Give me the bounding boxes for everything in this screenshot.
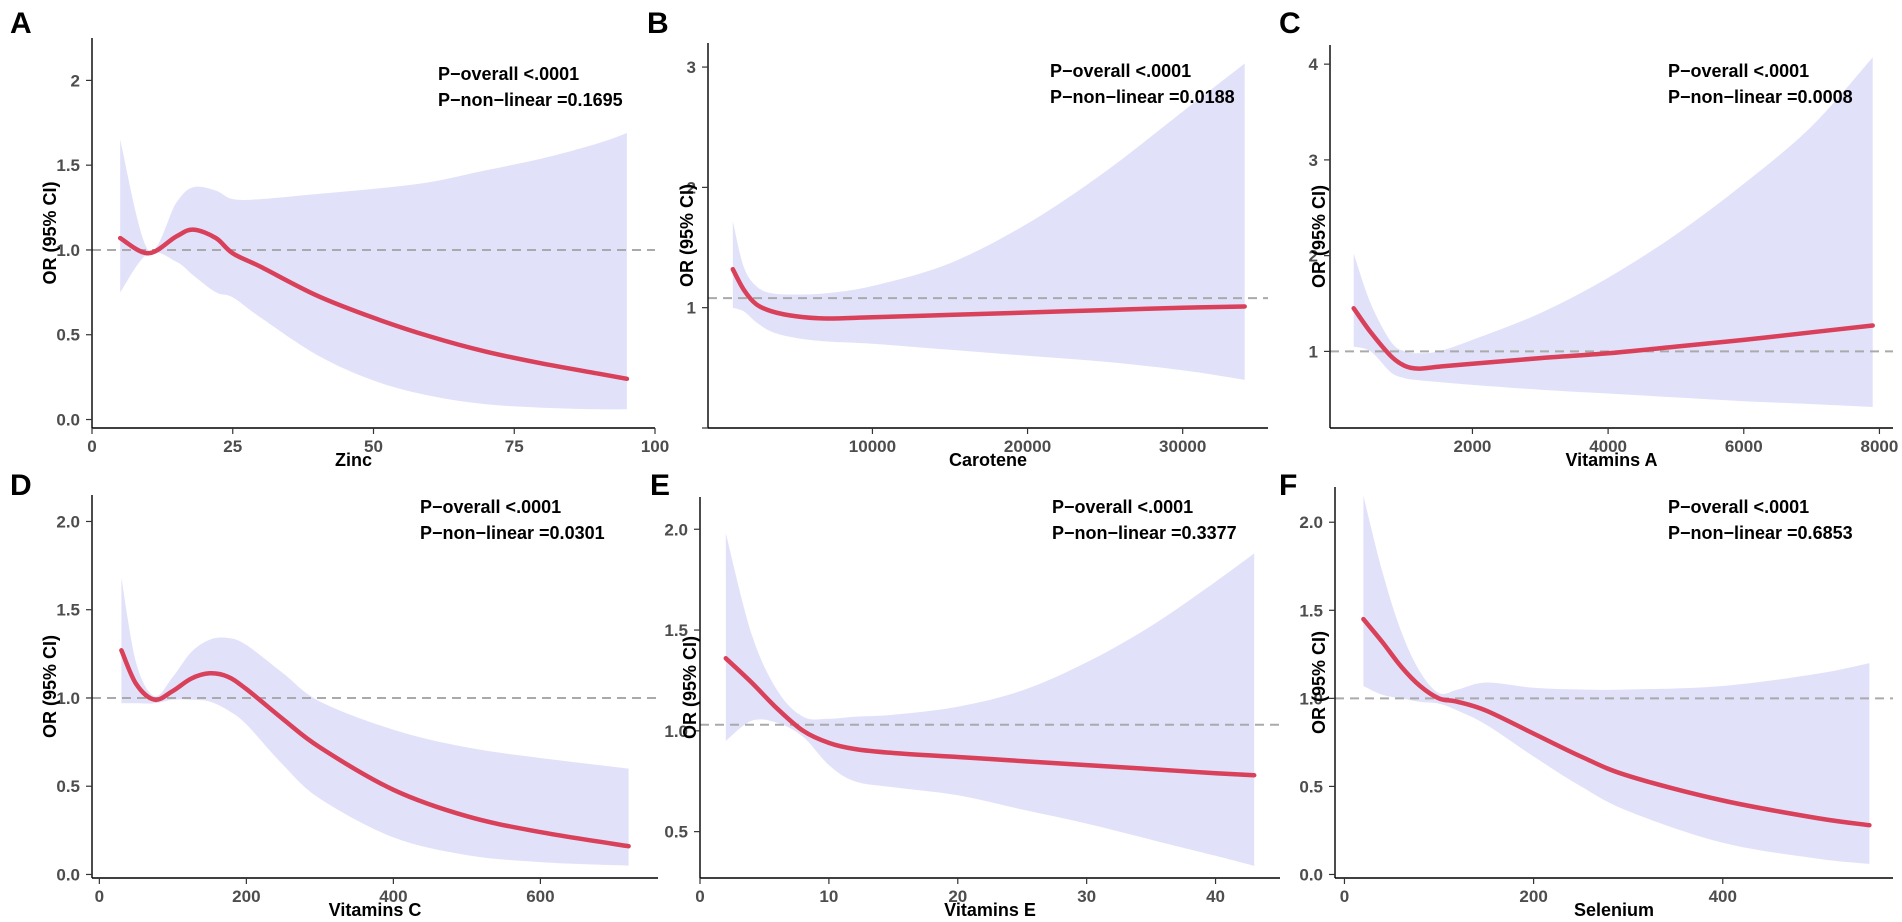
p-overall-annotation: P−overall <.0001 [1052, 497, 1193, 517]
p-nonlinear-annotation: P−non−linear =0.0301 [420, 523, 605, 543]
y-axis-title: OR (95% CI) [677, 184, 697, 287]
y-tick-label: 1.0 [56, 241, 80, 260]
x-axis-title: Zinc [335, 450, 372, 470]
panel-letter: F [1279, 469, 1297, 502]
y-tick-label: 0.5 [56, 777, 80, 796]
y-tick-label: 0.0 [56, 411, 80, 430]
y-tick-label: 2 [687, 178, 696, 197]
or-estimate-line [730, 266, 1247, 321]
panel-letter: A [10, 7, 32, 40]
confidence-band [732, 63, 1245, 380]
p-nonlinear-annotation: P−non−linear =0.6853 [1668, 523, 1853, 543]
panel-letter: D [10, 469, 32, 502]
y-tick-label: 0.0 [56, 865, 80, 884]
x-tick-label: 10000 [849, 437, 896, 456]
y-axis-title: OR (95% CI) [40, 635, 60, 738]
x-tick-label: 30000 [1159, 437, 1206, 456]
confidence-band [120, 133, 627, 410]
y-tick-label: 3 [1309, 151, 1318, 170]
y-tick-label: 0.5 [56, 326, 80, 345]
y-tick-label: 2.0 [1299, 513, 1323, 532]
x-tick-label: 100 [641, 437, 669, 456]
p-overall-annotation: P−overall <.0001 [1050, 61, 1191, 81]
panel-b: B 10000 20000 30000 1 2 3 Carotene OR (95% CI) P−… [647, 7, 1268, 470]
x-tick-label: 20 [948, 887, 967, 906]
panel-d: D 0 200 400 600 0.0 0.5 1.0 1.5 2.0 Vitamins C OR (… [10, 469, 658, 920]
p-nonlinear-annotation: P−non−linear =0.3377 [1052, 523, 1237, 543]
confidence-band [121, 578, 629, 866]
x-axis-title: Vitamins A [1565, 450, 1657, 470]
or-estimate-line [119, 648, 631, 849]
panel-a: A 0 25 50 75 100 0.0 0.5 1.0 1.5 2 Zinc OR (95% CI) P… [10, 7, 669, 470]
x-tick-label: 200 [232, 887, 260, 906]
y-tick-label: 0.5 [1299, 777, 1323, 796]
x-axis-title: Vitamins E [944, 900, 1036, 920]
p-overall-annotation: P−overall <.0001 [420, 497, 561, 517]
x-tick-label: 2000 [1454, 437, 1492, 456]
y-tick-label: 3 [687, 58, 696, 77]
x-tick-label: 6000 [1725, 437, 1763, 456]
p-nonlinear-annotation: P−non−linear =0.0188 [1050, 87, 1235, 107]
p-overall-annotation: P−overall <.0001 [1668, 61, 1809, 81]
x-tick-label: 30 [1077, 887, 1096, 906]
x-tick-label: 0 [87, 437, 96, 456]
y-tick-label: 1.5 [56, 601, 80, 620]
y-axis-title: OR (95% CI) [1309, 185, 1329, 288]
or-estimate-line [1351, 306, 1875, 371]
p-overall-annotation: P−overall <.0001 [1668, 497, 1809, 517]
y-tick-label: 1.0 [664, 722, 688, 741]
p-nonlinear-annotation: P−non−linear =0.0008 [1668, 87, 1853, 107]
y-tick-label: 1.5 [1299, 601, 1323, 620]
x-tick-label: 10 [819, 887, 838, 906]
panel-f: F 0 200 400 0.0 0.5 1.0 1.5 2.0 Selenium OR (95% C… [1279, 469, 1893, 920]
x-tick-label: 25 [223, 437, 242, 456]
x-tick-label: 50 [364, 437, 383, 456]
confidence-band [725, 533, 1255, 866]
or-estimate-line [117, 227, 630, 382]
y-axis-title: OR (95% CI) [680, 636, 700, 739]
x-tick-label: 0 [95, 887, 104, 906]
y-tick-label: 1.0 [56, 689, 80, 708]
y-tick-label: 2 [1309, 247, 1318, 266]
x-tick-label: 0 [695, 887, 704, 906]
confidence-band [1363, 495, 1870, 864]
y-tick-label: 0.5 [664, 823, 688, 842]
y-tick-label: 0.0 [1299, 865, 1323, 884]
y-axis-title: OR (95% CI) [1309, 631, 1329, 734]
y-tick-label: 2.0 [664, 520, 688, 539]
x-tick-label: 75 [505, 437, 524, 456]
y-tick-label: 4 [1309, 55, 1319, 74]
y-tick-label: 1.5 [56, 156, 80, 175]
x-axis-title: Vitamins C [329, 900, 422, 920]
y-tick-label: 1 [1309, 342, 1318, 361]
confidence-band [1353, 57, 1873, 407]
x-tick-label: 8000 [1861, 437, 1899, 456]
y-tick-label: 2 [71, 71, 80, 90]
x-tick-label: 0 [1340, 887, 1349, 906]
y-tick-label: 1.5 [664, 621, 688, 640]
or-estimate-line [723, 656, 1257, 778]
x-tick-label: 400 [1709, 887, 1737, 906]
panel-c: C 2000 4000 6000 8000 1 2 3 4 Vitamins A OR (95% C… [1279, 7, 1898, 470]
panel-letter: B [647, 7, 669, 40]
panel-letter: E [650, 469, 670, 502]
p-nonlinear-annotation: P−non−linear =0.1695 [438, 90, 623, 110]
x-axis-title: Carotene [949, 450, 1027, 470]
y-axis-title: OR (95% CI) [40, 181, 60, 284]
p-overall-annotation: P−overall <.0001 [438, 64, 579, 84]
y-tick-label: 1.0 [1299, 689, 1323, 708]
panel-e: E 0 10 20 30 40 0.5 1.0 1.5 2.0 Vitamins E OR (95% … [650, 469, 1280, 920]
y-tick-label: 2.0 [56, 512, 80, 531]
x-axis-title: Selenium [1574, 900, 1654, 920]
x-tick-label: 20000 [1004, 437, 1051, 456]
x-tick-label: 200 [1519, 887, 1547, 906]
or-estimate-line [1361, 616, 1872, 828]
panel-letter: C [1279, 7, 1301, 40]
x-tick-label: 400 [379, 887, 407, 906]
x-tick-label: 40 [1206, 887, 1225, 906]
x-tick-label: 600 [526, 887, 554, 906]
x-tick-label: 4000 [1589, 437, 1627, 456]
y-tick-label: 1 [687, 299, 696, 318]
